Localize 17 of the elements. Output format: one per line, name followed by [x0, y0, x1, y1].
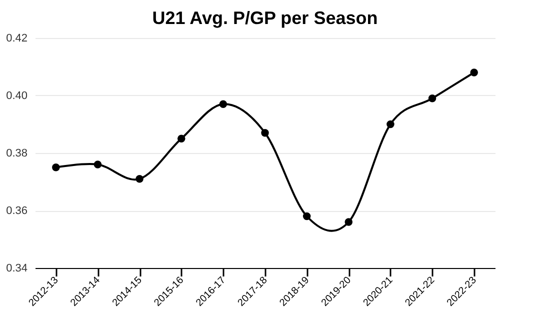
- point: [428, 94, 436, 102]
- point: [470, 68, 478, 76]
- y-tick-label: 0.42: [6, 32, 28, 44]
- point: [52, 164, 60, 172]
- y-tick-label: 0.40: [6, 90, 28, 102]
- point: [261, 129, 269, 137]
- point: [386, 120, 394, 128]
- point: [94, 160, 102, 168]
- point: [302, 212, 311, 220]
- point: [344, 218, 353, 226]
- y-tick-label: 0.38: [6, 148, 28, 160]
- point: [177, 134, 186, 142]
- y-tick-label: 0.34: [6, 262, 28, 274]
- y-tick-label: 0.36: [6, 205, 28, 217]
- point: [219, 100, 228, 108]
- chart-title: U21 Avg. P/GP per Season: [152, 8, 378, 28]
- point: [136, 175, 144, 183]
